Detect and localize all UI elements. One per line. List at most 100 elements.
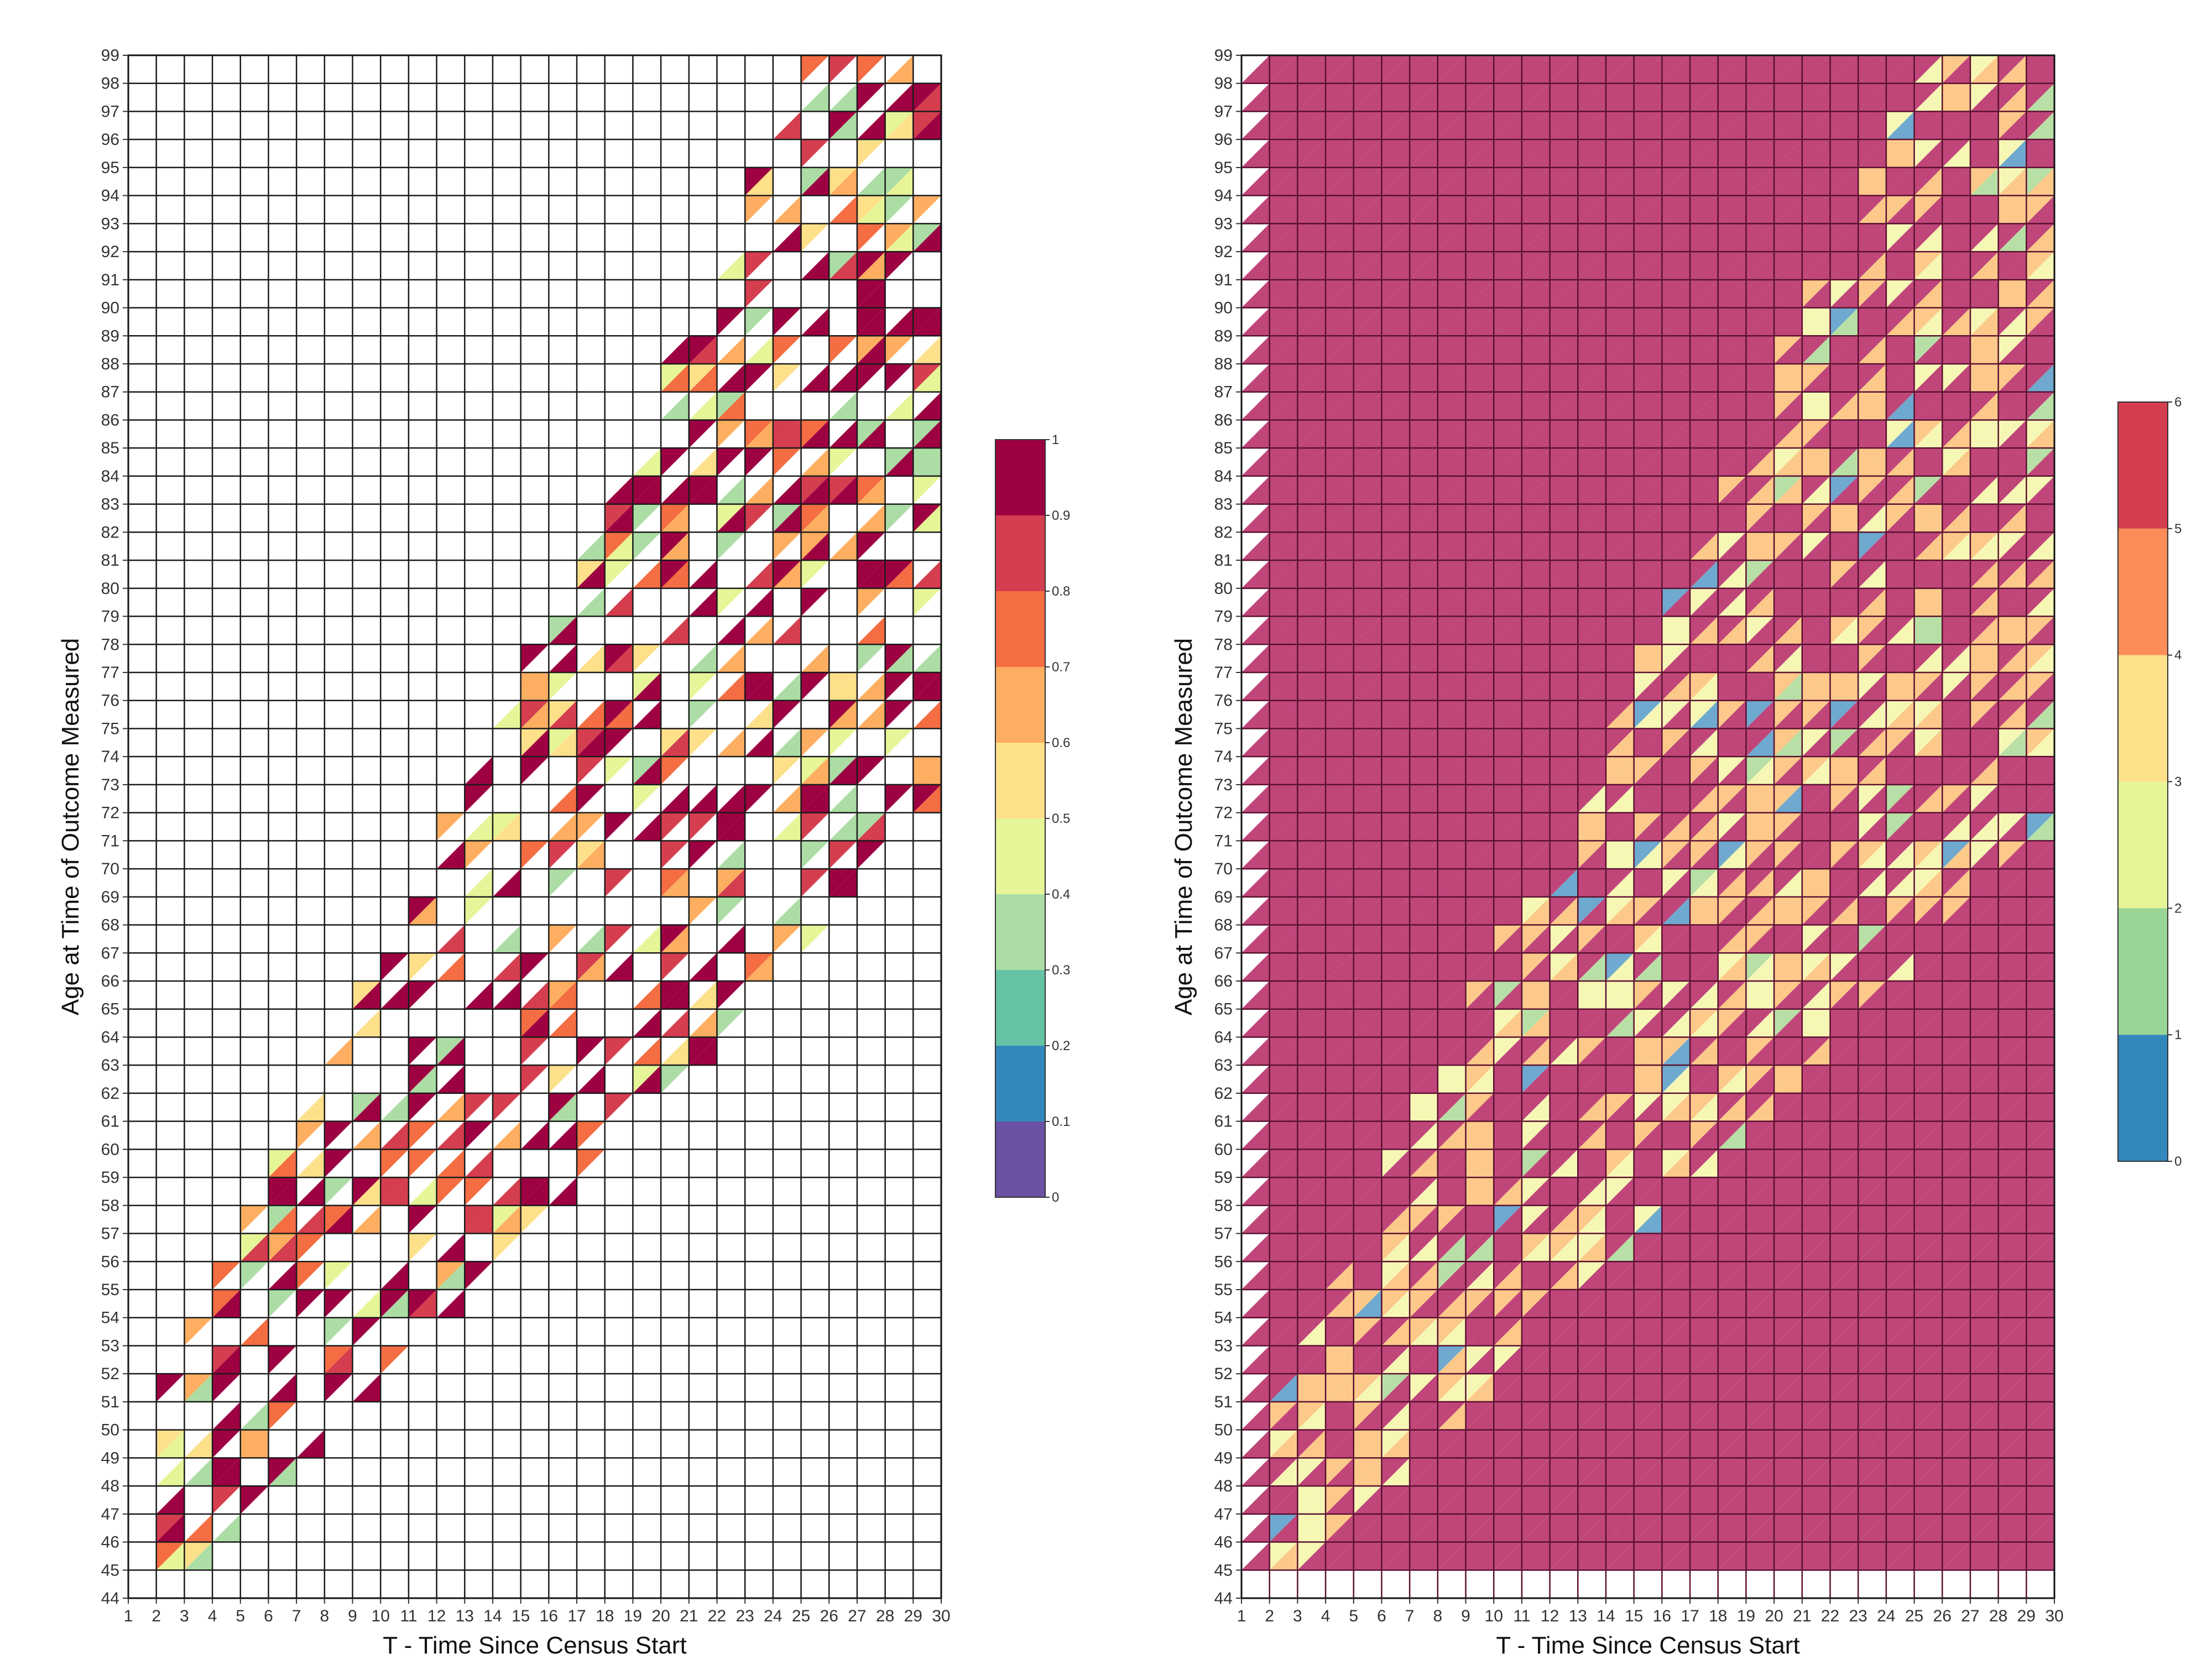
heatmap-cell bbox=[1550, 1261, 1578, 1290]
heatmap-cell bbox=[1353, 757, 1382, 785]
heatmap-cell bbox=[1746, 1430, 1775, 1458]
heatmap-cell bbox=[1998, 1401, 2027, 1430]
heatmap-cell bbox=[1550, 336, 1578, 364]
heatmap-cell bbox=[1634, 167, 1662, 196]
heatmap-cell bbox=[1437, 364, 1466, 392]
heatmap-cell bbox=[1690, 1233, 1718, 1262]
heatmap-cell bbox=[1326, 1374, 1354, 1402]
colorbar-segment bbox=[995, 515, 1045, 591]
heatmap-cell bbox=[1297, 1374, 1326, 1402]
heatmap-cell bbox=[2026, 1261, 2054, 1290]
heatmap-cell bbox=[1353, 1233, 1382, 1262]
heatmap-cell bbox=[1578, 1009, 1606, 1037]
heatmap-cell bbox=[1605, 672, 1634, 701]
heatmap-cell bbox=[1521, 1374, 1550, 1402]
heatmap-cell bbox=[1437, 364, 1466, 392]
heatmap-cell bbox=[1521, 195, 1550, 224]
heatmap-cell bbox=[1634, 1514, 1662, 1542]
heatmap-cell bbox=[1914, 672, 1943, 701]
heatmap-cell bbox=[1550, 111, 1578, 140]
heatmap-cell bbox=[1634, 1233, 1662, 1262]
heatmap-cell bbox=[1578, 896, 1606, 925]
heatmap-cell bbox=[1634, 1401, 1662, 1430]
heatmap-cell bbox=[1746, 981, 1775, 1009]
heatmap-cell bbox=[2026, 644, 2054, 672]
heatmap-cell bbox=[1437, 532, 1466, 561]
heatmap-cell bbox=[1437, 672, 1466, 701]
heatmap-cell bbox=[773, 616, 801, 645]
heatmap-cell bbox=[1802, 167, 1830, 196]
heatmap-cell bbox=[1774, 1065, 1802, 1093]
heatmap-cell bbox=[1578, 167, 1606, 196]
heatmap-cell bbox=[1297, 757, 1326, 785]
heatmap-cell bbox=[1326, 1037, 1354, 1066]
heatmap-cell bbox=[1353, 812, 1382, 841]
heatmap-cell bbox=[1970, 476, 1999, 504]
heatmap-cell bbox=[1326, 1009, 1354, 1037]
y-tick-label: 85 bbox=[101, 439, 119, 457]
heatmap-cell bbox=[1634, 560, 1662, 588]
heatmap-cell bbox=[1269, 1065, 1298, 1093]
heatmap-cell bbox=[1437, 223, 1466, 252]
heatmap-cell bbox=[296, 1205, 325, 1234]
heatmap-cell bbox=[1269, 953, 1298, 981]
heatmap-cell bbox=[1578, 532, 1606, 561]
y-tick-label: 69 bbox=[1214, 888, 1233, 906]
heatmap-cell bbox=[1326, 1317, 1354, 1346]
heatmap-cell bbox=[1690, 364, 1718, 392]
heatmap-cell bbox=[1494, 420, 1522, 448]
heatmap-cell bbox=[1746, 672, 1775, 701]
heatmap-cell bbox=[1998, 476, 2027, 504]
heatmap-cell bbox=[1886, 392, 1914, 420]
heatmap-cell bbox=[2026, 364, 2054, 392]
heatmap-cell bbox=[801, 672, 830, 701]
heatmap-cell bbox=[1578, 336, 1606, 364]
heatmap-cell bbox=[1662, 1065, 1691, 1093]
heatmap-cell bbox=[829, 167, 857, 196]
heatmap-cell bbox=[1241, 1486, 1270, 1514]
heatmap-cell bbox=[1914, 420, 1943, 448]
heatmap-cell bbox=[1578, 476, 1606, 504]
heatmap-cell bbox=[1494, 167, 1522, 196]
y-tick-label: 94 bbox=[1214, 187, 1233, 205]
heatmap-cell bbox=[1774, 1121, 1802, 1150]
heatmap-cell bbox=[1326, 672, 1354, 701]
heatmap-cell bbox=[857, 588, 885, 617]
heatmap-cell bbox=[1241, 1233, 1270, 1262]
heatmap-cell bbox=[1774, 728, 1802, 757]
heatmap-cell bbox=[1774, 307, 1802, 336]
heatmap-cell bbox=[324, 1374, 353, 1402]
heatmap-cell bbox=[1521, 1317, 1550, 1346]
heatmap-cell bbox=[1802, 111, 1830, 140]
heatmap-cell bbox=[801, 784, 830, 813]
heatmap-cell bbox=[1970, 111, 1999, 140]
heatmap-cell bbox=[1578, 1317, 1606, 1346]
heatmap-cell bbox=[1914, 1037, 1943, 1066]
x-tick-label: 19 bbox=[624, 1607, 642, 1625]
heatmap-cell bbox=[1690, 812, 1718, 841]
heatmap-cell bbox=[773, 560, 801, 588]
heatmap-cell bbox=[1886, 111, 1914, 140]
heatmap-cell bbox=[1353, 560, 1382, 588]
heatmap-cell bbox=[1942, 644, 1970, 672]
heatmap-cell bbox=[1802, 252, 1830, 280]
heatmap-cell bbox=[1605, 476, 1634, 504]
heatmap-cell bbox=[1326, 504, 1354, 533]
heatmap-cell bbox=[885, 644, 914, 672]
y-tick-label: 81 bbox=[1214, 551, 1233, 570]
heatmap-cell bbox=[1718, 953, 1746, 981]
x-tick-label: 8 bbox=[320, 1607, 329, 1625]
heatmap-cell bbox=[1970, 1233, 1999, 1262]
heatmap-cell bbox=[1410, 841, 1438, 869]
heatmap-cell bbox=[1297, 1233, 1326, 1262]
heatmap-cell bbox=[1942, 420, 1970, 448]
heatmap-cell bbox=[520, 672, 549, 701]
heatmap-cell bbox=[1802, 757, 1830, 785]
heatmap-cell bbox=[1662, 1374, 1691, 1402]
heatmap-cell bbox=[857, 560, 885, 588]
heatmap-cell bbox=[1802, 307, 1830, 336]
heatmap-cell bbox=[1297, 448, 1326, 476]
heatmap-cell bbox=[1718, 1486, 1746, 1514]
heatmap-cell bbox=[1326, 1093, 1354, 1121]
heatmap-cell bbox=[1437, 1430, 1466, 1458]
